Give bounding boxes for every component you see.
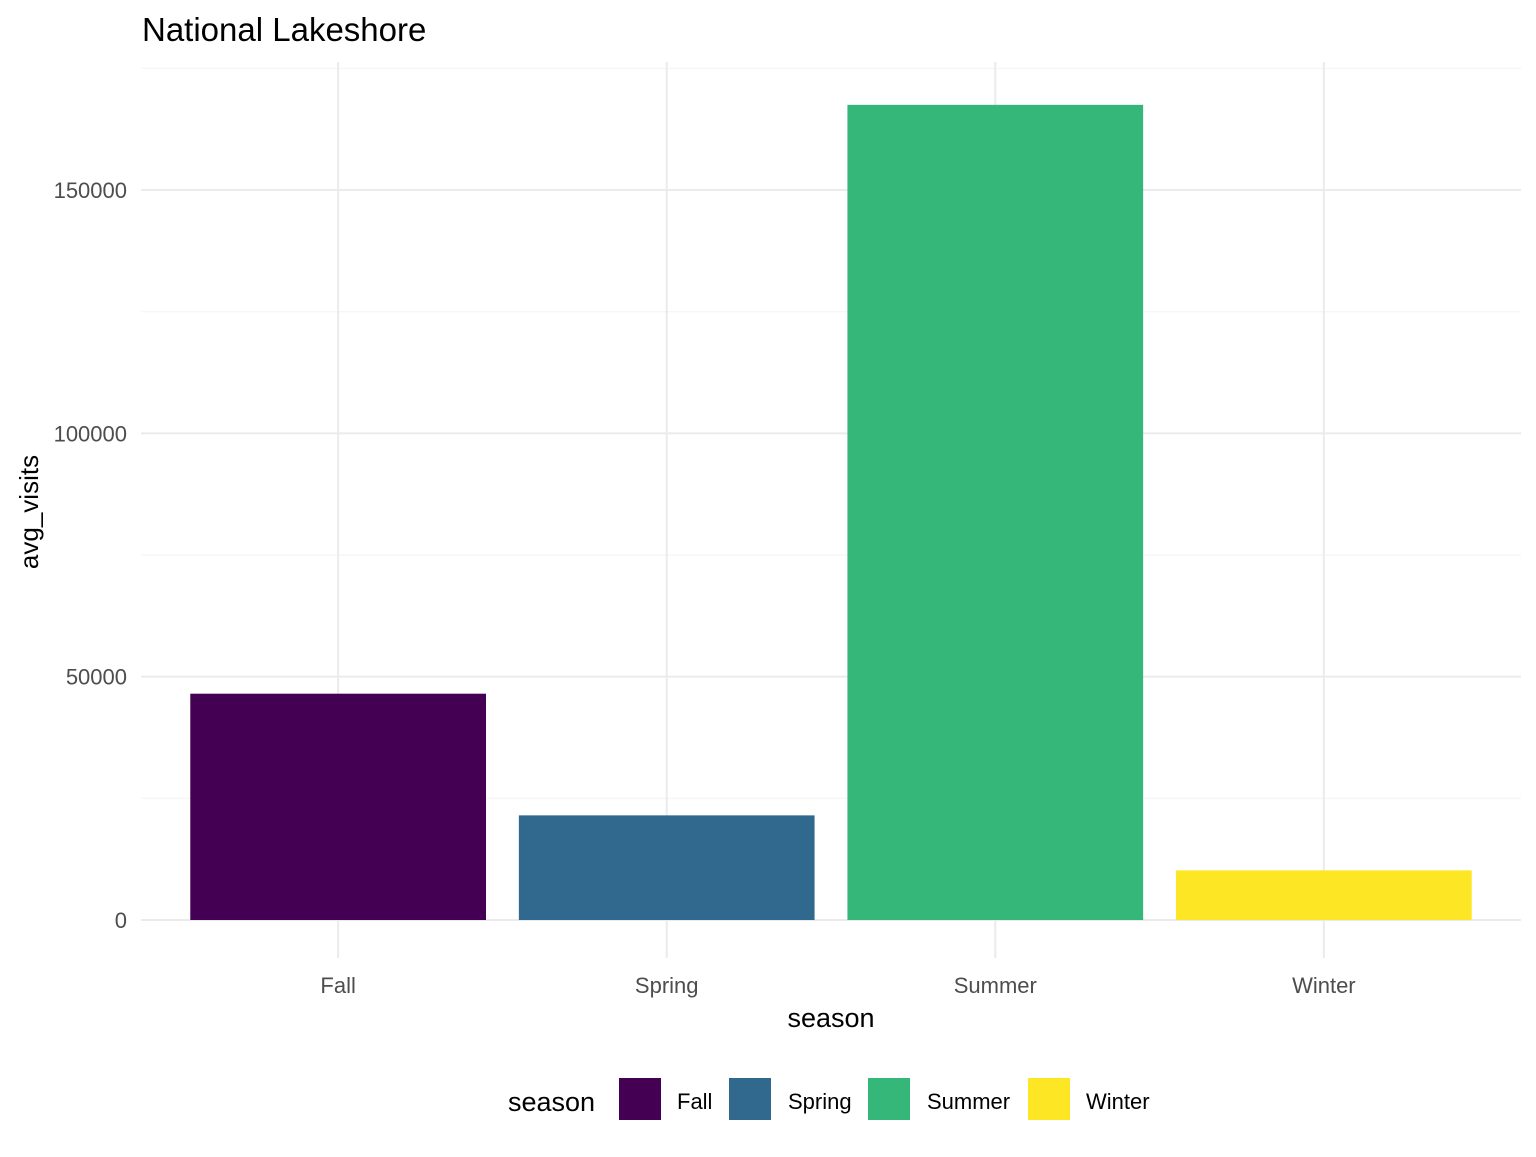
legend-key-fall [619,1078,661,1120]
legend-label: Summer [927,1089,1010,1114]
x-tick-label: Spring [635,973,699,998]
x-tick-label: Fall [320,973,355,998]
legend-title: season [508,1087,595,1117]
legend-label: Fall [677,1089,712,1114]
chart-title: National Lakeshore [142,11,426,48]
legend-key-summer [868,1078,910,1120]
y-tick-label: 100000 [54,421,127,446]
x-tick-label: Winter [1292,973,1356,998]
bar-spring [518,815,815,920]
legend-label: Spring [788,1089,852,1114]
y-tick-label: 150000 [54,178,127,203]
x-tick-label: Summer [954,973,1037,998]
x-axis-label: season [787,1003,874,1033]
axes: 0 50000 100000 150000 Fall Spring Summer Winter [54,178,1356,998]
bar-summer [847,104,1144,921]
y-tick-label: 0 [115,908,127,933]
bar-winter [1176,870,1472,920]
bar-fall [190,693,487,920]
legend-key-winter [1028,1078,1070,1120]
bars [190,104,1472,921]
y-tick-label: 50000 [66,665,127,690]
legend: season Fall Spring Summer Winter [508,1078,1150,1120]
y-axis-label: avg_visits [14,455,44,569]
legend-key-spring [729,1078,771,1120]
legend-items: Fall Spring Summer Winter [619,1078,1150,1120]
legend-label: Winter [1086,1089,1150,1114]
